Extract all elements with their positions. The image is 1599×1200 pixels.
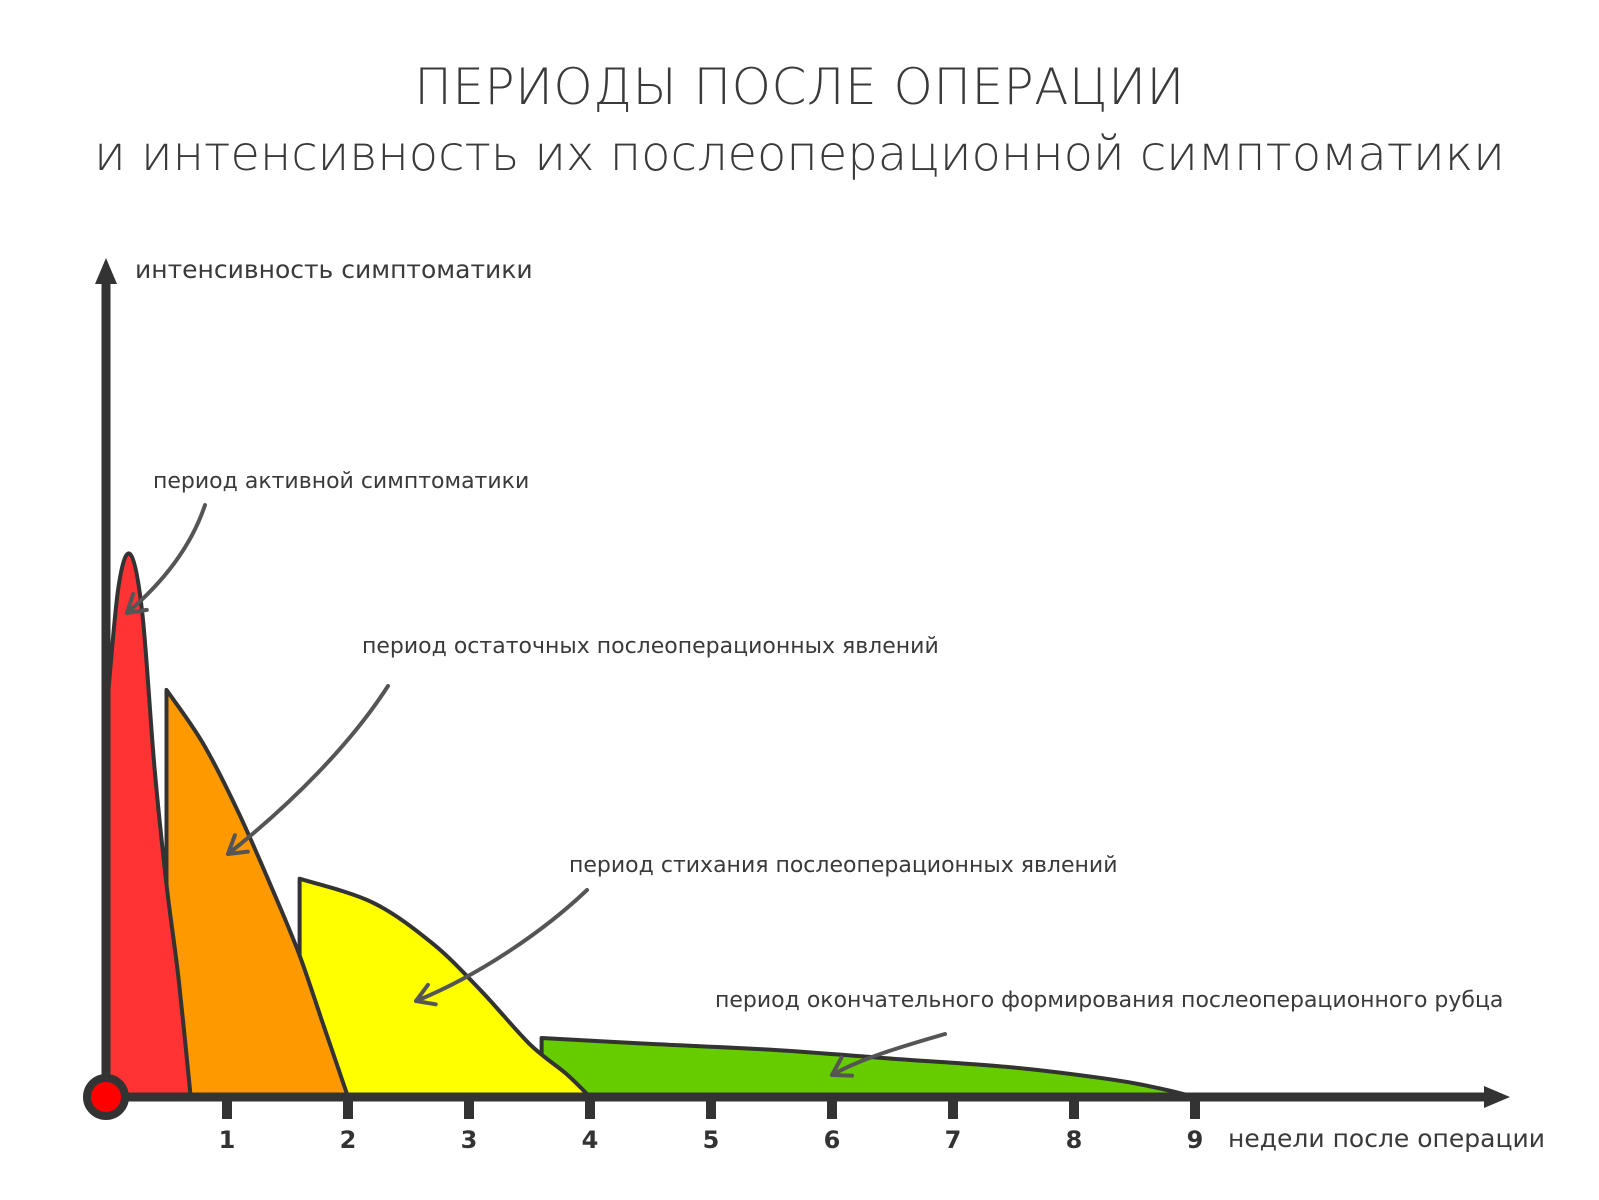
- y-axis-label: интенсивность симптоматики: [135, 255, 533, 284]
- x-tick-label: 5: [703, 1126, 720, 1154]
- axes: [95, 258, 1510, 1108]
- series-label-3: период стихания послеоперационных явлени…: [569, 853, 1118, 878]
- pointer-arrowhead-icon: [226, 833, 250, 856]
- pointer-arrow-icon: [125, 503, 207, 615]
- y-axis-arrow-icon: [95, 258, 117, 284]
- x-tick-mark: [1190, 1097, 1200, 1119]
- x-tick-mark: [585, 1097, 595, 1119]
- x-tick-label: 8: [1066, 1126, 1083, 1154]
- area-series-1: [104, 551, 193, 1099]
- pointer-arrow-icon: [226, 684, 390, 856]
- x-ticks: 1 2 3 4 5 6 7 8 9: [219, 1097, 1204, 1154]
- x-tick-mark: [706, 1097, 716, 1119]
- pointer-arrow-icon: [830, 1032, 947, 1077]
- x-tick-label: 2: [340, 1126, 357, 1154]
- chart-subtitle: и интенсивность их послеоперационной сим…: [94, 126, 1505, 182]
- x-tick-mark: [1069, 1097, 1079, 1119]
- annotation-arrows: [125, 503, 947, 1078]
- x-tick-label: 6: [824, 1126, 841, 1154]
- x-axis-arrow-icon: [1484, 1086, 1510, 1108]
- x-tick-label: 3: [461, 1126, 478, 1154]
- series-label-2: период остаточных послеоперационных явле…: [362, 634, 939, 659]
- x-tick-mark: [343, 1097, 353, 1119]
- x-tick-mark: [827, 1097, 837, 1119]
- x-tick-label: 9: [1187, 1126, 1204, 1154]
- series-label-4: период окончательного формирования после…: [715, 988, 1503, 1013]
- chart-title: ПЕРИОДЫ ПОСЛЕ ОПЕРАЦИИ: [414, 58, 1185, 116]
- pointer-arrowhead-icon: [125, 592, 149, 615]
- x-tick-mark: [222, 1097, 232, 1119]
- pointer-arrow-icon: [414, 888, 589, 1003]
- area-series-4: [539, 1036, 1197, 1099]
- series-label-1: период активной симптоматики: [153, 469, 529, 494]
- x-tick-label: 1: [219, 1126, 236, 1154]
- x-tick-mark: [464, 1097, 474, 1119]
- x-tick-label: 4: [582, 1126, 599, 1154]
- area-series-2: [164, 687, 350, 1099]
- pointer-arrowhead-icon: [414, 982, 438, 1007]
- series-labels: период активной симптоматики период остат…: [153, 469, 1503, 1013]
- pointer-arrowhead-icon: [830, 1055, 854, 1078]
- x-axis-label: недели после операции: [1228, 1124, 1545, 1153]
- origin-marker-icon: [83, 1074, 129, 1120]
- x-tick-label: 7: [945, 1126, 962, 1154]
- x-tick-mark: [948, 1097, 958, 1119]
